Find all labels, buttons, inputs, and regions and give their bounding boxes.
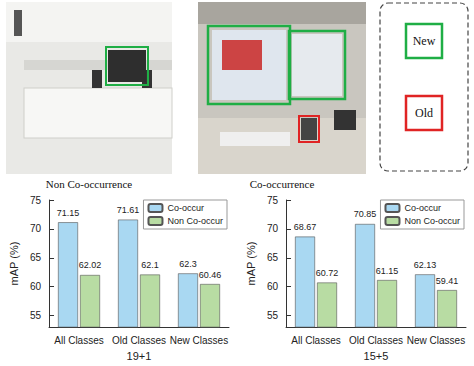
- svg-text:mAP (%): mAP (%): [8, 242, 20, 286]
- svg-text:Old: Old: [415, 106, 433, 120]
- svg-text:75: 75: [267, 195, 279, 206]
- svg-text:62.02: 62.02: [79, 260, 102, 270]
- svg-text:60.46: 60.46: [199, 270, 222, 280]
- svg-text:71.15: 71.15: [57, 208, 80, 218]
- svg-text:59.41: 59.41: [436, 276, 459, 286]
- svg-text:Old Classes: Old Classes: [349, 335, 403, 346]
- svg-text:71.61: 71.61: [117, 205, 140, 215]
- svg-text:New Classes: New Classes: [170, 335, 228, 346]
- svg-text:Co-occur: Co-occur: [404, 203, 441, 213]
- svg-text:mAP (%): mAP (%): [245, 242, 257, 286]
- svg-text:65: 65: [267, 252, 279, 263]
- svg-text:15+5: 15+5: [364, 350, 389, 362]
- svg-text:68.67: 68.67: [294, 222, 317, 232]
- svg-text:New: New: [413, 34, 436, 48]
- svg-text:55: 55: [30, 310, 42, 321]
- svg-text:70.85: 70.85: [354, 209, 377, 219]
- svg-text:62.3: 62.3: [179, 259, 197, 269]
- svg-text:55: 55: [267, 310, 279, 321]
- svg-text:62.13: 62.13: [414, 260, 437, 270]
- svg-text:61.15: 61.15: [376, 266, 399, 276]
- svg-text:70: 70: [30, 223, 42, 234]
- svg-text:Co-occur: Co-occur: [167, 203, 204, 213]
- svg-text:70: 70: [267, 223, 279, 234]
- svg-text:60: 60: [30, 281, 42, 292]
- svg-text:All Classes: All Classes: [54, 335, 103, 346]
- svg-text:65: 65: [30, 252, 42, 263]
- svg-text:Non Co-occur: Non Co-occur: [167, 216, 223, 226]
- svg-text:New Classes: New Classes: [407, 335, 465, 346]
- svg-text:Non Co-occur: Non Co-occur: [404, 216, 460, 226]
- svg-text:60: 60: [267, 281, 279, 292]
- svg-text:All Classes: All Classes: [291, 335, 340, 346]
- svg-text:19+1: 19+1: [127, 350, 152, 362]
- svg-text:Co-occurrence: Co-occurrence: [250, 178, 315, 190]
- svg-text:60.72: 60.72: [316, 268, 339, 278]
- svg-text:62.1: 62.1: [141, 260, 159, 270]
- svg-text:Old Classes: Old Classes: [112, 335, 166, 346]
- svg-text:75: 75: [30, 195, 42, 206]
- svg-text:Non Co-occurrence: Non Co-occurrence: [46, 178, 133, 190]
